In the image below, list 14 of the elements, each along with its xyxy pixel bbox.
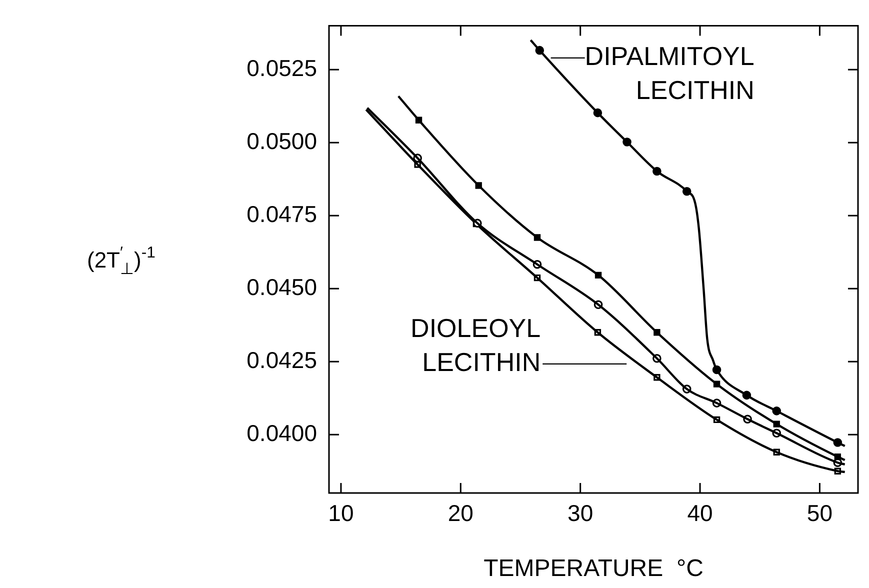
y-tick-label: 0.0525	[246, 54, 317, 81]
x-tick-label: 40	[687, 500, 713, 526]
y-tick-label: 0.0475	[246, 200, 317, 227]
x-tick-label: 10	[328, 500, 354, 526]
annotation: DIPALMITOYL LECITHIN	[584, 41, 754, 106]
y-tick-label: 0.0425	[246, 346, 317, 373]
x-tick-label: 50	[806, 500, 832, 526]
x-tick-label: 20	[448, 500, 474, 526]
y-tick-label: 0.0500	[246, 128, 317, 154]
x-tick-label: 30	[568, 500, 594, 526]
x-axis-title: TEMPERATURE °C	[484, 555, 704, 582]
y-tick-label: 0.0450	[246, 274, 317, 300]
annotation: DIOLEOYL LECITHIN	[410, 313, 541, 378]
y-tick-label: 0.0400	[246, 420, 317, 446]
